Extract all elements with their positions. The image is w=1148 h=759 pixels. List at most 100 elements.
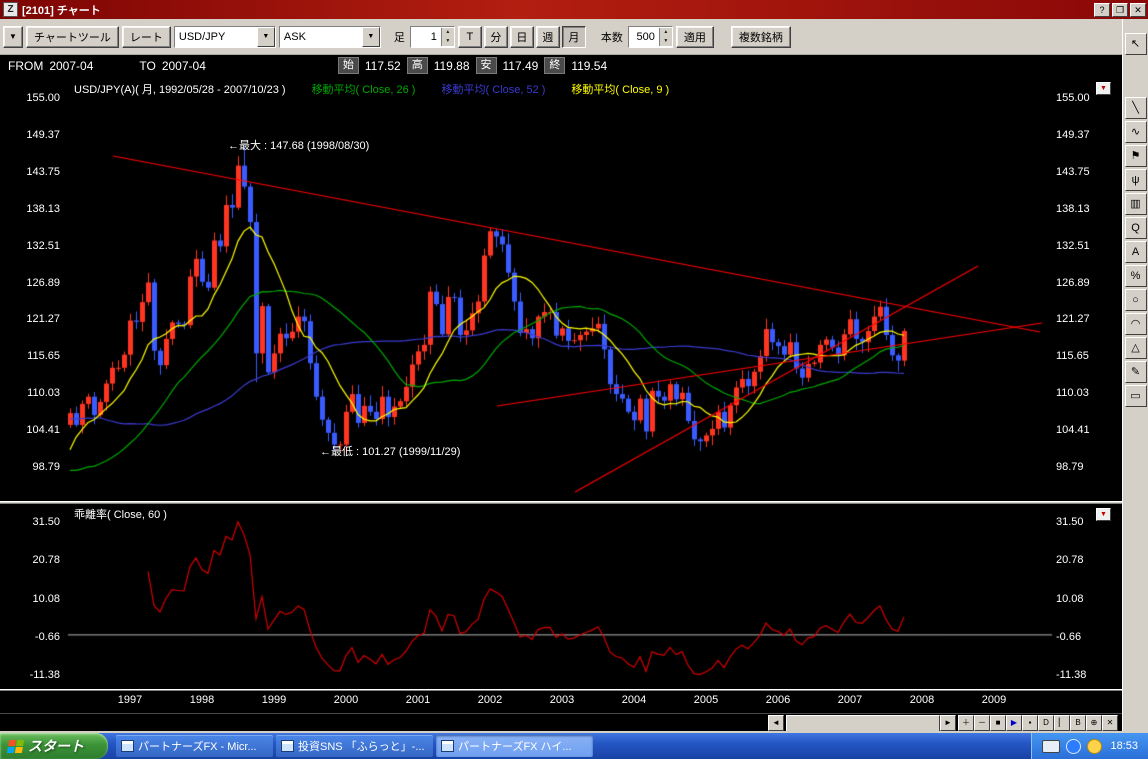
window-title: [2101] チャート (22, 4, 101, 17)
period-button-分[interactable]: 分 (483, 25, 508, 48)
axis-tick-label: 31.50 (32, 516, 60, 528)
task-button[interactable]: パートナーズFX - Micr... (116, 735, 273, 757)
panel-splitter[interactable] (0, 689, 1122, 691)
chart-legend: USD/JPY(A)( 月, 1992/05/28 - 2007/10/23 )… (74, 81, 669, 97)
rate-button[interactable]: レート (121, 25, 171, 48)
help-button[interactable]: ? (1094, 2, 1110, 17)
multi-symbol-button[interactable]: 複数銘柄 (730, 25, 791, 48)
fibonacci-tool[interactable]: ψ (1124, 169, 1147, 191)
period-button-日[interactable]: 日 (509, 25, 534, 48)
sub-panel-menu-button[interactable]: ▼ (1096, 508, 1111, 521)
axis-tick-label: 149.37 (26, 128, 60, 141)
axis-tick-label: 98.79 (32, 461, 60, 473)
period-button-月[interactable]: 月 (561, 25, 586, 48)
from-label: FROM (8, 58, 44, 73)
task-label: 投資SNS 「ふらっと」-... (298, 741, 425, 753)
apply-button[interactable]: 適用 (675, 25, 714, 48)
axis-tick-label: 1997 (117, 694, 143, 706)
b-button[interactable]: B (1070, 715, 1086, 731)
side-select[interactable]: ASK ▼ (278, 25, 381, 48)
window-icon (281, 740, 294, 752)
dot-button[interactable]: ▪ (1022, 715, 1038, 731)
polyline-tool[interactable]: ∿ (1124, 121, 1147, 143)
axis-tick-label: 138.13 (26, 202, 60, 215)
zoom-tool[interactable]: Q (1124, 217, 1147, 239)
symbol-select[interactable]: USD/JPY ▼ (173, 25, 276, 48)
axis-tick-label: 121.27 (26, 313, 60, 326)
legend-ma26: 移動平均( Close, 26 ) (311, 84, 416, 96)
main-panel-menu-button[interactable]: ▼ (1096, 82, 1111, 95)
stop-button[interactable]: ■ (990, 715, 1006, 731)
flag-tool[interactable]: ⚑ (1124, 145, 1147, 167)
count-input[interactable]: 500 ▲ ▼ (627, 25, 673, 48)
close-chart-button[interactable]: ✕ (1102, 715, 1118, 731)
play-button[interactable]: ▶ (1006, 715, 1022, 731)
max-annotation: ←最大 : 147.68 (1998/08/30) (228, 140, 370, 152)
restore-button[interactable]: ❐ (1112, 2, 1128, 17)
spinner-icon[interactable]: ▲ ▼ (658, 27, 672, 46)
spinner-icon[interactable]: ▲ ▼ (440, 27, 454, 46)
ashi-input[interactable]: 1 ▲ ▼ (409, 25, 455, 48)
close-value: 119.54 (571, 58, 608, 73)
pencil-tool[interactable]: ✎ (1124, 361, 1147, 383)
zoom-in-button[interactable]: ＋ (958, 715, 974, 731)
text-tool[interactable]: A (1124, 241, 1147, 263)
start-button[interactable]: スタート (0, 733, 108, 759)
axis-tick-label: 2007 (837, 694, 863, 706)
window-menu-button[interactable]: ▼ (3, 25, 23, 48)
period-button-T[interactable]: T (457, 25, 482, 48)
eraser-tool[interactable]: ▭ (1124, 385, 1147, 407)
task-button[interactable]: パートナーズFX ハイ... (436, 735, 593, 757)
period-button-週[interactable]: 週 (535, 25, 560, 48)
tray-keyboard-icon[interactable] (1042, 739, 1061, 753)
chart-area[interactable]: 155.00 155.00 149.37 149.37 143.75 143.75 138.… (0, 76, 1122, 713)
axis-tick-label: 121.27 (1056, 313, 1090, 326)
d-button[interactable]: D (1038, 715, 1054, 731)
axis-tick-label: 115.65 (1056, 350, 1089, 363)
windows-logo-icon (6, 739, 25, 753)
close-label: 終 (544, 57, 566, 74)
divider-button[interactable]: ▏ (1054, 715, 1070, 731)
axis-tick-label: 155.00 (1056, 92, 1090, 104)
zoom-out-button[interactable]: － (974, 715, 990, 731)
window-bottom-edge (0, 731, 1148, 733)
axis-tick-label: 2005 (693, 694, 719, 706)
close-button[interactable]: ✕ (1130, 2, 1146, 17)
task-button[interactable]: 投資SNS 「ふらっと」-... (276, 735, 433, 757)
window-icon (441, 740, 454, 752)
price-chart-canvas[interactable] (0, 76, 1122, 713)
arc-tool[interactable]: ◠ (1124, 313, 1147, 335)
axis-tick-label: 20.78 (1056, 554, 1084, 567)
chart-tools-button[interactable]: チャートツール (26, 25, 119, 48)
crosshair-button[interactable]: ⊕ (1086, 715, 1102, 731)
histogram-tool[interactable]: ▥ (1124, 193, 1147, 215)
chevron-down-icon[interactable]: ▼ (256, 26, 275, 47)
pointer-tool[interactable]: ↖ (1124, 33, 1147, 55)
axis-tick-label: 20.78 (32, 554, 60, 567)
triangle-tool[interactable]: △ (1124, 337, 1147, 359)
axis-tick-label: 104.41 (1056, 424, 1090, 437)
info-bar: FROM 2007-04 TO 2007-04 始 117.52 高 119.8… (0, 55, 1122, 76)
axis-tick-label: 10.08 (32, 592, 60, 605)
chevron-down-icon[interactable]: ▼ (361, 26, 380, 47)
trendline-tool[interactable]: ╲ (1124, 97, 1147, 119)
panel-splitter[interactable] (0, 501, 1122, 504)
scroll-left-button[interactable]: ◄ (768, 715, 784, 731)
ashi-label: 足 (393, 31, 405, 44)
chart-scrollbar: ◄ ► ＋－ ■ ▶ ▪ D ▏ B ⊕ ✕ (0, 713, 1122, 733)
symbol-value: USD/JPY (178, 30, 226, 43)
tray-status-icon[interactable] (1066, 738, 1082, 754)
low-label: 安 (475, 57, 497, 74)
to-label: TO (139, 58, 156, 73)
task-label: パートナーズFX ハイ... (458, 741, 572, 753)
axis-tick-label: 2004 (621, 694, 647, 706)
axis-tick-label: 2006 (765, 694, 791, 706)
tray-alert-icon[interactable] (1087, 738, 1103, 754)
scroll-right-button[interactable]: ► (940, 715, 956, 731)
axis-tick-label: 126.89 (26, 276, 60, 289)
high-label: 高 (406, 57, 428, 74)
percent-tool[interactable]: % (1124, 265, 1147, 287)
ellipse-tool[interactable]: ○ (1124, 289, 1147, 311)
axis-tick-label: 2000 (333, 694, 359, 706)
